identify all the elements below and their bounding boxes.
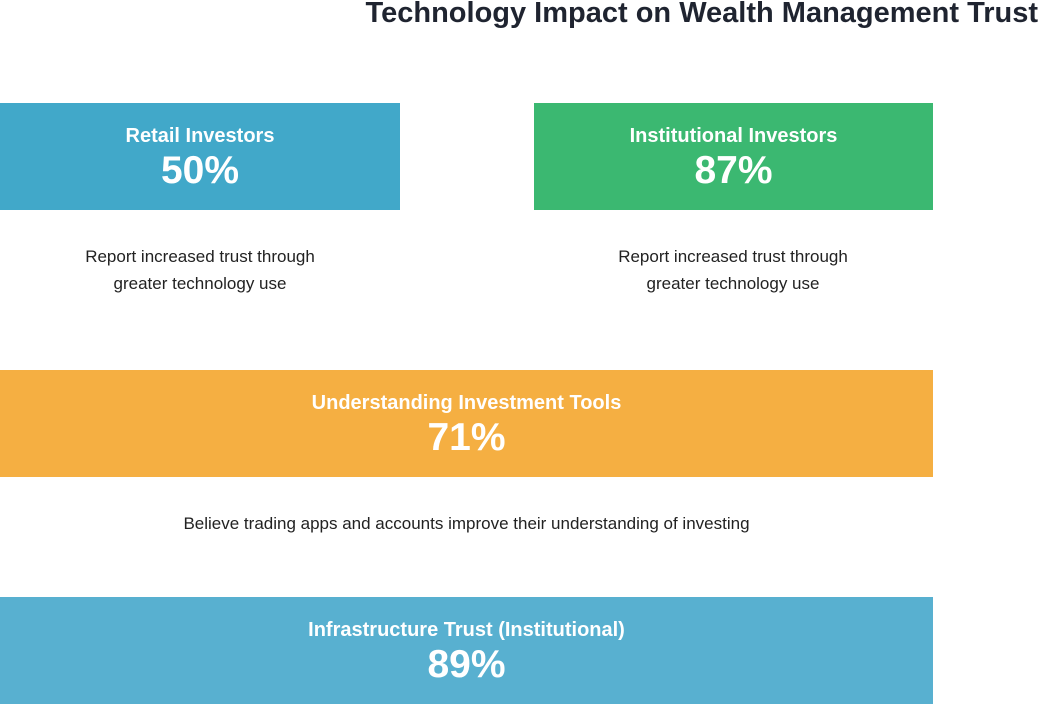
card-value: 87% (694, 149, 773, 192)
stat-card: Institutional Investors 87% (534, 103, 933, 210)
card-description: Believe trading apps and accounts improv… (183, 514, 750, 533)
stat-card: Infrastructure Trust (Institutional) 89% (0, 597, 933, 704)
card-label: Retail Investors (125, 125, 275, 147)
card-value: 71% (427, 416, 506, 459)
card-description: Report increased trust through greater t… (85, 247, 315, 293)
card-label: Understanding Investment Tools (311, 392, 622, 414)
card-label: Infrastructure Trust (Institutional) (308, 619, 625, 641)
card-value: 89% (427, 643, 506, 686)
page-title: Technology Impact on Wealth Management T… (365, 0, 1038, 29)
stat-card: Understanding Investment Tools 71% (0, 370, 933, 477)
card-value: 50% (160, 149, 240, 192)
card-label: Institutional Investors (629, 125, 838, 147)
card-description: Report increased trust through greater t… (618, 247, 848, 293)
stat-card: Retail Investors 50% (0, 103, 400, 210)
